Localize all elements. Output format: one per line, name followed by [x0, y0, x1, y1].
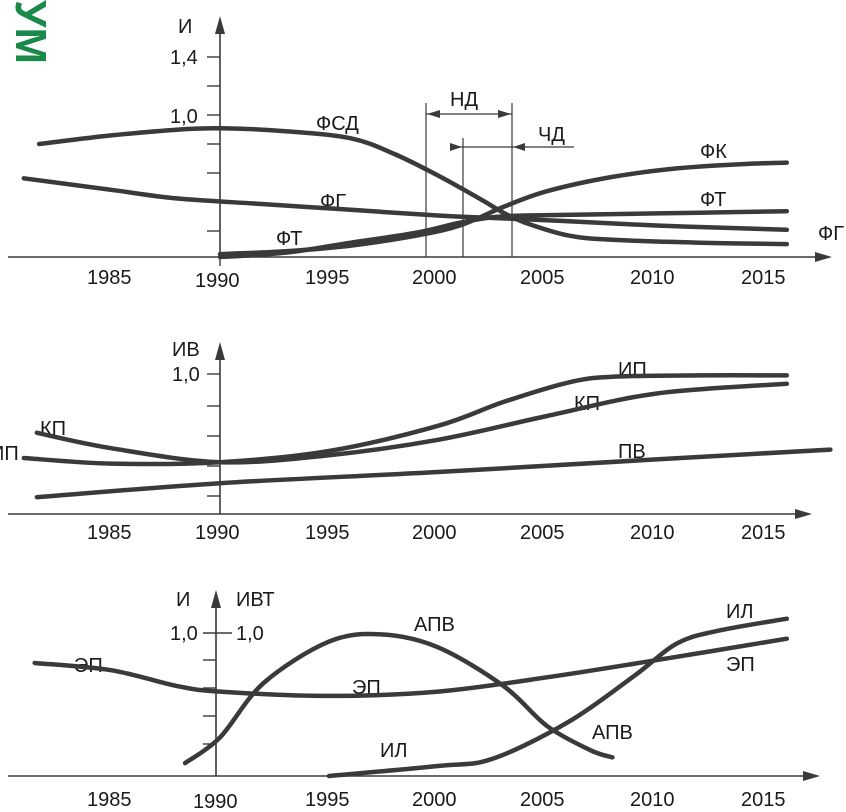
nd-arrow-left	[427, 110, 440, 118]
x-tick-label-2-2: 1995	[305, 522, 350, 544]
x-axis-arrow-2	[795, 509, 812, 519]
label-nd: НД	[450, 89, 478, 111]
x-tick-label-3-2: 1995	[305, 789, 350, 811]
label-il-right: ИЛ	[726, 601, 754, 623]
label-fsd: ФСД	[316, 113, 359, 135]
y-axis-label-3-right: ИВТ	[236, 589, 275, 611]
x-tick-label-1-0: 1985	[87, 267, 132, 289]
panel-3: И ИВТ 1,0 1,0 1985 1990 1995 2000 2005 2…	[8, 589, 820, 812]
x-tick-label-3-1: 1990	[193, 791, 238, 812]
x-tick-label-1-3: 2000	[412, 267, 457, 289]
label-fg-right: ФГ	[818, 223, 844, 245]
chd-arrow-left	[450, 143, 462, 151]
x-tick-label-2-3: 2000	[412, 522, 457, 544]
y-tick-label-1-0: 1,4	[170, 47, 198, 69]
logo-text: УМ	[6, 0, 55, 64]
y-tick-label-1-1: 1,0	[170, 106, 198, 128]
panel-1: И 1,4 1,0 1985 1990 1995 2000 2005 2010 …	[8, 16, 844, 292]
x-tick-label-3-3: 2000	[412, 789, 457, 811]
x-tick-label-1-5: 2010	[630, 267, 675, 289]
x-tick-label-1-4: 2005	[520, 267, 565, 289]
panel-2: ИВ 1,0 1985 1990 1995 2000 2005 2010 201…	[0, 339, 830, 544]
x-tick-label-2-5: 2010	[630, 522, 675, 544]
chd-arrow-right	[513, 143, 525, 151]
panel-2-series	[24, 375, 831, 497]
nd-arrow-right	[498, 110, 511, 118]
x-tick-label-2-6: 2015	[741, 522, 786, 544]
x-axis-arrow-3	[803, 771, 820, 781]
y-tick-label-3-left: 1,0	[170, 623, 198, 645]
x-tick-label-1-1: 1990	[195, 270, 240, 292]
y-axis-arrow-3	[211, 590, 221, 608]
x-tick-label-3-4: 2005	[520, 789, 565, 811]
series-line-ФТ	[220, 211, 787, 257]
label-ft-right: ФТ	[700, 189, 726, 211]
y-tick-label-2-0: 1,0	[172, 364, 200, 386]
y-axis-label-3-left: И	[176, 589, 190, 611]
x-tick-label-2-1: 1990	[195, 522, 240, 544]
x-tick-label-2-4: 2005	[520, 522, 565, 544]
y-axis-label-2: ИВ	[172, 339, 200, 361]
x-tick-label-3-6: 2015	[741, 789, 786, 811]
y-axis-arrow-2	[215, 342, 225, 360]
label-apv-bottom: АПВ	[592, 722, 633, 744]
y-tick-label-3-right: 1,0	[236, 623, 264, 645]
x-tick-label-3-0: 1985	[87, 789, 132, 811]
label-ft-left: ФТ	[276, 228, 302, 250]
series-line-ФГ	[24, 178, 787, 230]
y-axis-arrow-1	[215, 16, 225, 34]
x-tick-label-1-2: 1995	[305, 267, 350, 289]
x-tick-label-3-5: 2010	[630, 789, 675, 811]
panel-1-series	[24, 128, 787, 257]
label-chd: ЧД	[538, 124, 565, 146]
label-ep-right: ЭП	[726, 654, 755, 676]
x-tick-label-1-6: 2015	[741, 267, 786, 289]
x-tick-label-2-0: 1985	[87, 522, 132, 544]
x-axis-arrow-1	[815, 252, 832, 262]
label-ip-left: ИП	[0, 443, 19, 465]
panel-3-series	[35, 619, 787, 776]
y-axis-label-1: И	[178, 16, 192, 38]
series-line-КП	[37, 384, 787, 463]
label-fk: ФК	[700, 141, 727, 163]
label-il-bottom: ИЛ	[380, 740, 408, 762]
label-apv-top: АПВ	[414, 614, 455, 636]
